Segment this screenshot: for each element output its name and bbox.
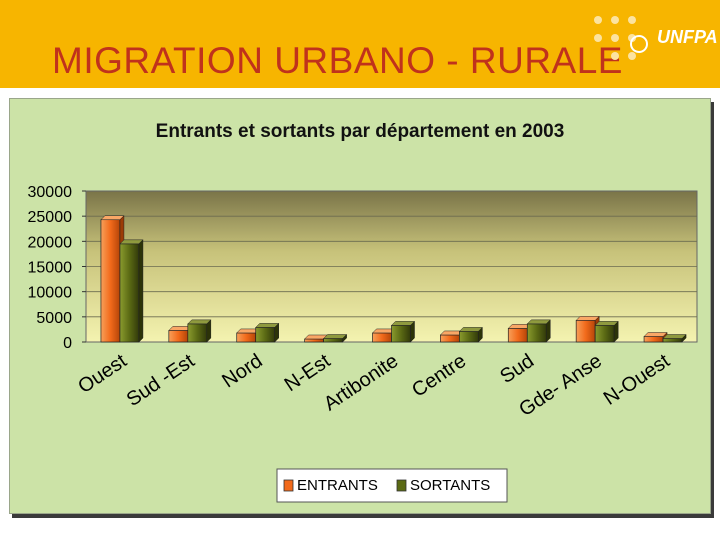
bar-sortants — [255, 322, 280, 343]
bar-sortants-face — [391, 325, 411, 343]
bar-sortants — [119, 239, 144, 343]
bar-entrants-face — [304, 338, 324, 343]
bar-sortants — [458, 326, 483, 343]
bar-sortants — [323, 333, 348, 343]
bar-sortants — [526, 319, 551, 343]
bar-sortants-face — [459, 331, 479, 343]
slide-title: MIGRATION URBANO - RURALE — [52, 40, 623, 81]
chart-title: Entrants et sortants par département en … — [156, 121, 565, 142]
bar-entrants-face — [575, 320, 596, 343]
bar-sortants-face — [323, 338, 343, 343]
bar-entrants-face — [236, 332, 257, 343]
bar-sortants-side — [342, 333, 347, 343]
bar-sortants-face — [255, 327, 276, 343]
legend-swatch-sortants — [396, 479, 407, 492]
legend-label-sortants: SORTANTS — [410, 477, 490, 494]
bar-sortants-side — [274, 322, 279, 343]
x-tick-label: Centre — [408, 350, 470, 402]
bar-sortants — [662, 333, 687, 343]
bar-entrants-face — [168, 330, 189, 343]
bar-sortants-side — [478, 326, 483, 343]
bar-sortants-face — [119, 243, 140, 343]
x-tick-label: N-Est — [281, 350, 335, 396]
unfpa-logo: UNFPA — [657, 27, 718, 47]
bar-sortants-face — [594, 325, 615, 343]
y-tick-label: 30000 — [28, 184, 73, 201]
x-tick-label: N-Ouest — [600, 350, 674, 410]
bar-sortants-side — [681, 333, 687, 343]
bar-entrants-face — [643, 336, 664, 343]
bar-sortants-side — [138, 239, 144, 343]
x-tick-label: Ouest — [74, 350, 131, 398]
y-tick-label: 25000 — [28, 209, 73, 226]
bar-sortants-face — [187, 323, 208, 343]
y-tick-label: 15000 — [28, 260, 73, 277]
bar-sortants — [594, 320, 619, 343]
legend: ENTRANTS SORTANTS — [276, 468, 508, 503]
legend-label-entrants: ENTRANTS — [297, 477, 378, 494]
legend-box — [276, 468, 508, 503]
bar-sortants-side — [613, 320, 619, 343]
x-tick-label: Sud -Est — [123, 350, 199, 411]
bar-sortants-side — [546, 319, 551, 343]
bar-entrants-face — [507, 328, 528, 343]
y-tick-label: 10000 — [28, 285, 73, 302]
title-banner — [0, 0, 720, 88]
unfpa-dots-icon — [594, 16, 648, 60]
bar-entrants-face — [440, 334, 460, 343]
bar-sortants-face — [662, 338, 683, 343]
y-tick-label: 5000 — [36, 310, 72, 327]
bar-sortants — [390, 320, 416, 343]
legend-swatch-entrants — [283, 479, 294, 492]
x-tick-label: Artibonite — [320, 350, 402, 415]
x-tick-label: Nord — [218, 350, 266, 392]
bar-entrants-face — [372, 332, 392, 343]
bar-sortants — [187, 319, 212, 343]
bar-sortants-side — [410, 320, 415, 343]
bar-sortants-face — [526, 323, 547, 343]
bar-entrants-face — [100, 219, 121, 343]
y-tick-label: 0 — [63, 335, 72, 352]
x-tick-label: Sud — [496, 350, 538, 388]
bar-sortants-side — [206, 319, 212, 343]
y-tick-label: 20000 — [28, 234, 73, 251]
